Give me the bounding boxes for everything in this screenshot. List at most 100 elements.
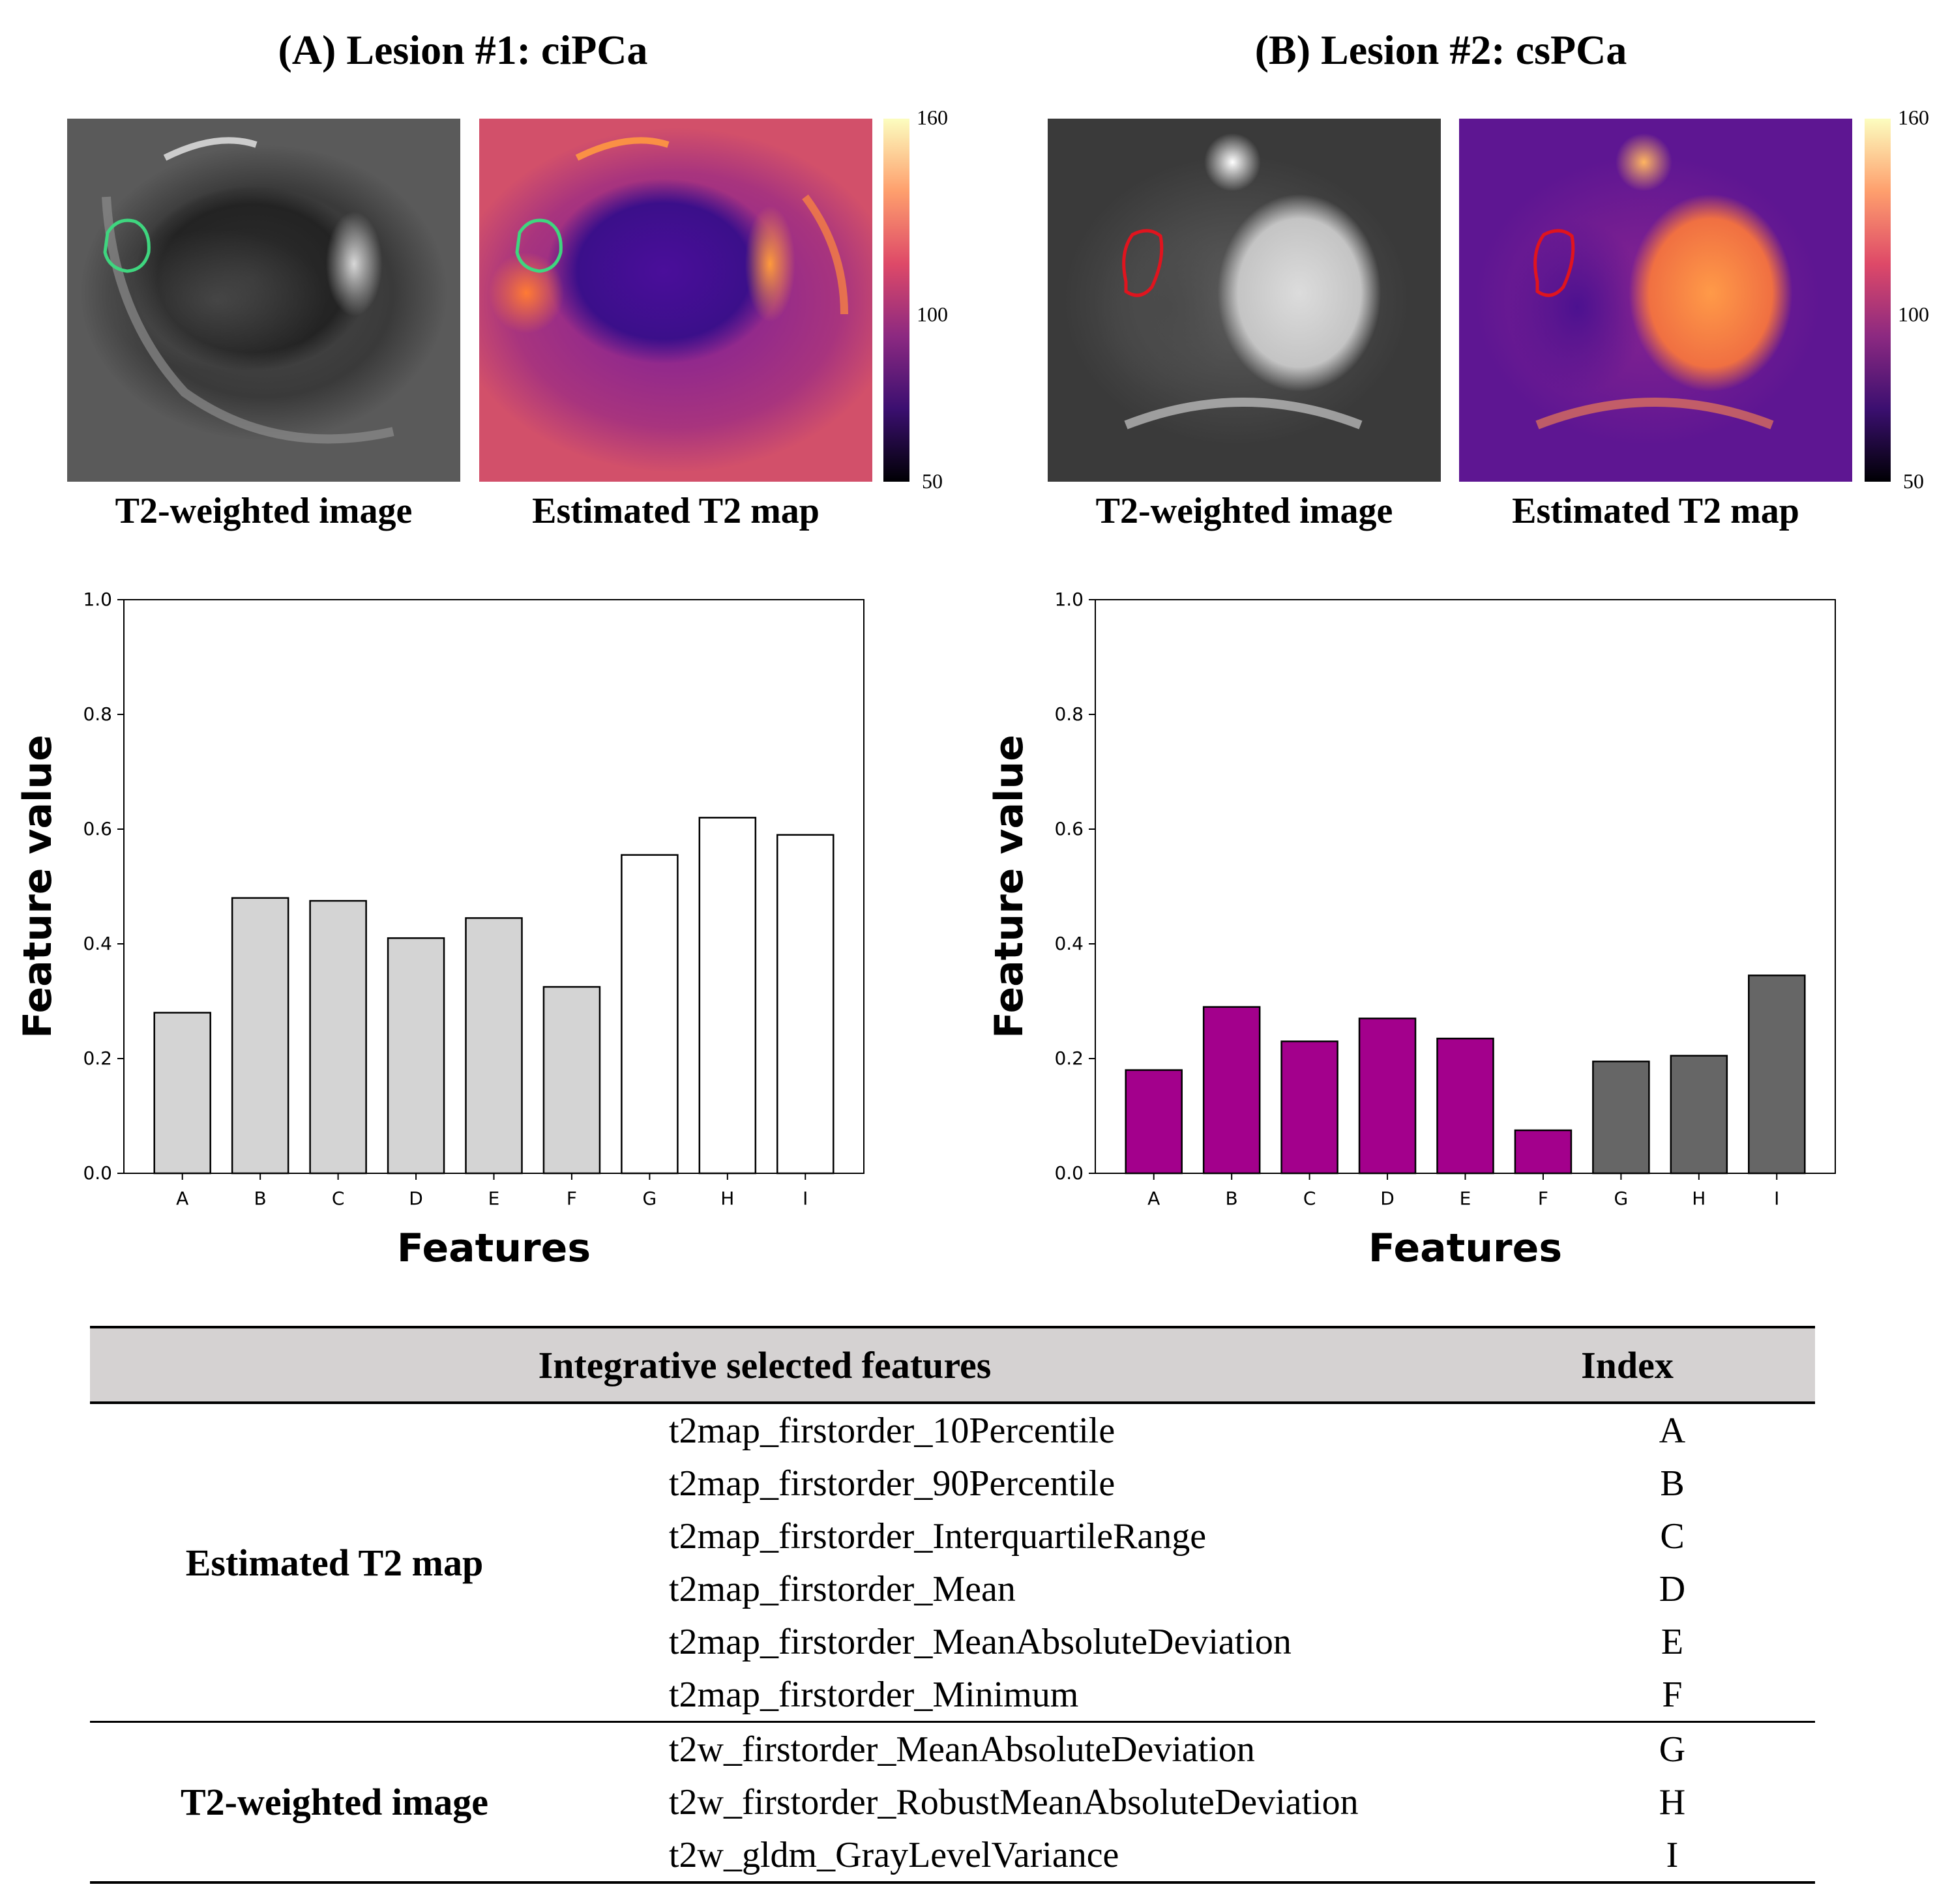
table-row: t2map_firstorder_Minimum F: [579, 1668, 1815, 1721]
x-axis-label: Features: [1368, 1225, 1562, 1271]
colorbar-a: [883, 119, 909, 482]
group-name-t2map: Estimated T2 map: [185, 1541, 484, 1584]
lesion-contour-a-t2map: [515, 218, 563, 273]
bar-chart-a: 0.0 0.2 0.4 0.6 0.8 1.0 A B C D E F G H I Features Featu…: [15, 589, 864, 1271]
x-axis-label: Features: [397, 1225, 591, 1271]
y-axis-label: Feature value: [986, 735, 1032, 1038]
bar-H: [698, 817, 757, 1175]
bar-E: [1436, 1037, 1494, 1175]
bar-G: [621, 854, 679, 1175]
table-top-rule: [90, 1326, 1815, 1328]
table-row: t2map_firstorder_InterquartileRange C: [579, 1510, 1815, 1562]
y-tick-label: 0.4: [83, 933, 112, 954]
x-tick-label: F: [567, 1188, 577, 1209]
table-header-rule: [90, 1401, 1815, 1404]
x-tick-label: D: [409, 1188, 423, 1209]
y-tick-label: 0.0: [1054, 1162, 1084, 1184]
y-tick-label: 0.2: [83, 1047, 112, 1069]
x-tick-label: D: [1380, 1188, 1395, 1209]
feature-index: C: [1660, 1516, 1685, 1557]
table-group-rule: [90, 1721, 1815, 1723]
feature-index: H: [1659, 1781, 1686, 1823]
panel-b-title: (B) Lesion #2: csPCa: [1254, 27, 1627, 73]
x-tick-label: A: [1147, 1188, 1160, 1209]
feature-name: t2w_firstorder_MeanAbsoluteDeviation: [669, 1729, 1255, 1770]
feature-index: G: [1659, 1729, 1686, 1770]
feature-index: B: [1660, 1463, 1685, 1504]
colorbar-a-max: 160: [917, 106, 948, 129]
y-tick-label: 0.6: [1054, 818, 1084, 840]
colorbar-a-min: 50: [922, 469, 943, 493]
feature-name: t2map_firstorder_InterquartileRange: [669, 1516, 1207, 1557]
x-tick-label: B: [1226, 1188, 1238, 1209]
feature-name: t2map_firstorder_90Percentile: [669, 1463, 1115, 1504]
y-tick-label: 0.8: [1054, 703, 1084, 725]
group-rows-t2map: t2map_firstorder_10Percentile A t2map_fi…: [579, 1404, 1815, 1721]
table-row: t2map_firstorder_MeanAbsoluteDeviation E: [579, 1615, 1815, 1668]
colorbar-b-min: 50: [1903, 469, 1924, 493]
feature-name: t2map_firstorder_10Percentile: [669, 1410, 1115, 1451]
header-index: Index: [1581, 1343, 1674, 1386]
x-tick-label: I: [1774, 1188, 1779, 1209]
x-tick-label: F: [1538, 1188, 1548, 1209]
feature-index: D: [1659, 1568, 1686, 1609]
x-tick-label: H: [1692, 1188, 1706, 1209]
table-row: t2w_firstorder_MeanAbsoluteDeviation G: [579, 1723, 1815, 1776]
feature-name: t2w_gldm_GrayLevelVariance: [669, 1834, 1119, 1875]
group-rows-t2w: t2w_firstorder_MeanAbsoluteDeviation G t…: [579, 1723, 1815, 1881]
feature-name: t2map_firstorder_MeanAbsoluteDeviation: [669, 1621, 1292, 1662]
bar-F: [542, 986, 601, 1175]
x-tick-label: I: [803, 1188, 808, 1209]
x-tick-label: A: [176, 1188, 188, 1209]
x-tick-label: G: [1614, 1188, 1629, 1209]
panel-a-caption-t2w: T2-weighted image: [115, 491, 413, 531]
panel-b-t2w-image: [1048, 119, 1441, 482]
bar-B: [1202, 1006, 1261, 1175]
colorbar-b-mid: 100: [1898, 302, 1929, 326]
y-tick-label: 0.8: [83, 703, 112, 725]
table-header: Integrative selected features Index: [90, 1328, 1815, 1401]
x-tick-label: C: [332, 1188, 345, 1209]
lesion-contour-b-t2map: [1533, 229, 1575, 297]
table-row: t2w_gldm_GrayLevelVariance I: [579, 1828, 1815, 1881]
x-tick-label: B: [254, 1188, 267, 1209]
header-features: Integrative selected features: [538, 1343, 992, 1386]
bar-D: [387, 937, 445, 1175]
table-row: t2map_firstorder_90Percentile B: [579, 1457, 1815, 1510]
colorbar-b: [1865, 119, 1891, 482]
bar-I: [1748, 974, 1806, 1175]
panel-a-caption-t2map: Estimated T2 map: [532, 491, 820, 531]
panel-b-caption-t2w: T2-weighted image: [1095, 491, 1393, 531]
table-row: t2map_firstorder_10Percentile A: [579, 1404, 1815, 1457]
feature-index: F: [1662, 1674, 1683, 1715]
group-name-t2w: T2-weighted image: [181, 1781, 488, 1823]
x-tick-label: C: [1303, 1188, 1316, 1209]
features-table: Integrative selected features Index Esti…: [90, 1326, 1815, 1884]
y-axis-label: Feature value: [15, 735, 61, 1038]
panel-b-t2map-image: [1459, 119, 1852, 482]
panel-a-t2map-image: [479, 119, 872, 482]
bar-chart-b: 0.0 0.2 0.4 0.6 0.8 1.0 A B C D E F G H I Features Featu…: [986, 589, 1836, 1271]
feature-index: A: [1659, 1410, 1686, 1451]
colorbar-b-max: 160: [1898, 106, 1929, 129]
y-tick-label: 1.0: [1054, 589, 1084, 610]
y-tick-label: 0.6: [83, 818, 112, 840]
bar-D: [1358, 1018, 1417, 1175]
panel-b-caption-t2map: Estimated T2 map: [1512, 491, 1799, 531]
bar-H: [1670, 1055, 1728, 1175]
feature-name: t2map_firstorder_Minimum: [669, 1674, 1079, 1715]
x-tick-label: H: [720, 1188, 734, 1209]
bar-B: [231, 897, 289, 1175]
table-group-t2w: T2-weighted image t2w_firstorder_MeanAbs…: [90, 1723, 1815, 1881]
bar-C: [309, 900, 367, 1175]
table-group-t2map: Estimated T2 map t2map_firstorder_10Perc…: [90, 1404, 1815, 1721]
y-tick-label: 0.4: [1054, 933, 1084, 954]
bar-F: [1514, 1129, 1573, 1175]
lesion-contour-a-t2w: [103, 218, 151, 273]
bar-C: [1280, 1040, 1338, 1175]
bar-A: [1125, 1069, 1183, 1175]
feature-name: t2w_firstorder_RobustMeanAbsoluteDeviati…: [669, 1781, 1359, 1823]
bar-G: [1592, 1061, 1650, 1175]
bar-A: [153, 1012, 211, 1175]
lesion-contour-b-t2w: [1122, 229, 1164, 297]
